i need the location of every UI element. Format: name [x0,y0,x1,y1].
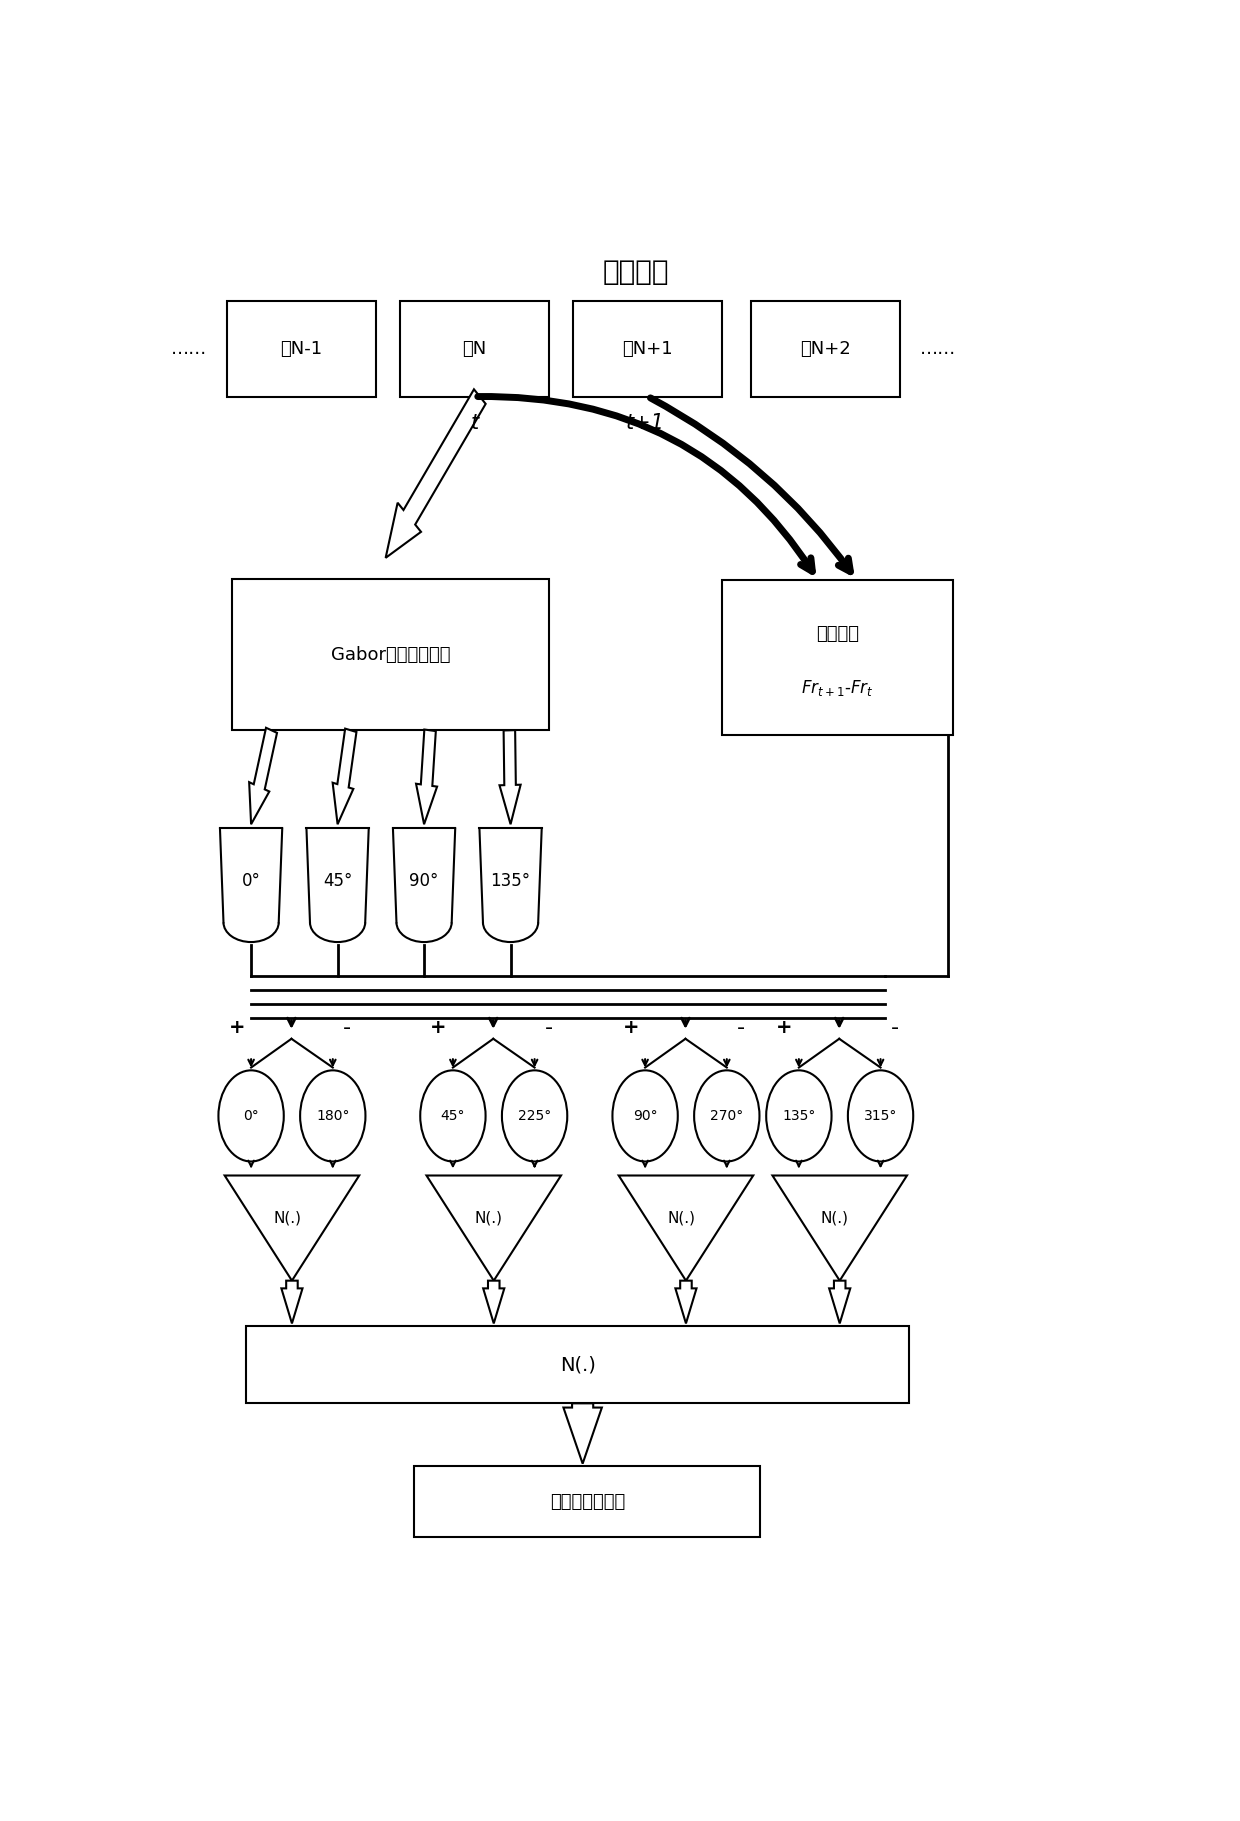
Polygon shape [563,1404,601,1464]
Ellipse shape [502,1071,567,1162]
Polygon shape [249,728,277,825]
Bar [722,581,952,734]
Text: ……: …… [920,341,956,359]
Bar [227,300,376,397]
Text: N(.): N(.) [475,1211,503,1226]
Ellipse shape [300,1071,366,1162]
Text: 45°: 45° [440,1109,465,1124]
Text: ……: …… [171,341,207,359]
Bar [232,579,549,730]
FancyArrowPatch shape [477,397,812,572]
Text: -: - [343,1018,351,1038]
Text: 180°: 180° [316,1109,350,1124]
Text: N(.): N(.) [821,1211,849,1226]
Text: +: + [622,1018,639,1038]
Polygon shape [332,728,356,825]
Text: t: t [471,413,479,433]
Text: Gabor滤波边缘提取: Gabor滤波边缘提取 [331,646,450,663]
Text: 90°: 90° [409,872,439,890]
Text: +: + [228,1018,246,1038]
Polygon shape [773,1176,906,1280]
Bar [573,300,722,397]
Ellipse shape [613,1071,678,1162]
Text: 帧N+2: 帧N+2 [800,341,851,359]
Text: 帧间差分: 帧间差分 [816,625,859,643]
Polygon shape [676,1280,697,1324]
Text: 315°: 315° [864,1109,898,1124]
Polygon shape [484,1280,505,1324]
Text: 图像序列: 图像序列 [603,259,668,286]
Ellipse shape [848,1071,913,1162]
Ellipse shape [694,1071,759,1162]
Polygon shape [417,730,438,825]
Text: 0°: 0° [243,1109,259,1124]
Text: 帧N: 帧N [463,341,486,359]
Text: 帧N-1: 帧N-1 [280,341,322,359]
Polygon shape [830,1280,851,1324]
Polygon shape [219,829,283,941]
Text: 225°: 225° [518,1109,552,1124]
Text: N(.): N(.) [273,1211,301,1226]
Ellipse shape [766,1071,832,1162]
Polygon shape [393,829,455,941]
Ellipse shape [420,1071,486,1162]
Text: -: - [544,1018,553,1038]
Text: N(.): N(.) [667,1211,696,1226]
Text: +: + [430,1018,446,1038]
Bar [401,300,549,397]
Text: 0°: 0° [242,872,260,890]
Text: -: - [890,1018,899,1038]
Text: 135°: 135° [491,872,531,890]
Text: +: + [776,1018,792,1038]
Text: 90°: 90° [632,1109,657,1124]
Text: 270°: 270° [711,1109,744,1124]
Polygon shape [306,829,368,941]
Polygon shape [386,390,486,557]
Bar [414,1466,760,1537]
Polygon shape [224,1176,360,1280]
Polygon shape [619,1176,753,1280]
Text: 135°: 135° [782,1109,816,1124]
Text: N(.): N(.) [560,1355,595,1375]
Bar [751,300,900,397]
Polygon shape [281,1280,303,1324]
Text: -: - [737,1018,745,1038]
Polygon shape [480,829,542,941]
Text: $Fr_{t+1}$-$Fr_{t}$: $Fr_{t+1}$-$Fr_{t}$ [801,677,873,697]
Ellipse shape [218,1071,284,1162]
Text: t+1: t+1 [626,413,665,433]
Text: 运动方向显著图: 运动方向显著图 [549,1493,625,1510]
Text: 帧N+1: 帧N+1 [622,341,673,359]
Polygon shape [427,1176,560,1280]
Text: 45°: 45° [322,872,352,890]
FancyArrowPatch shape [651,399,851,572]
Polygon shape [500,730,521,825]
Bar [247,1326,909,1404]
